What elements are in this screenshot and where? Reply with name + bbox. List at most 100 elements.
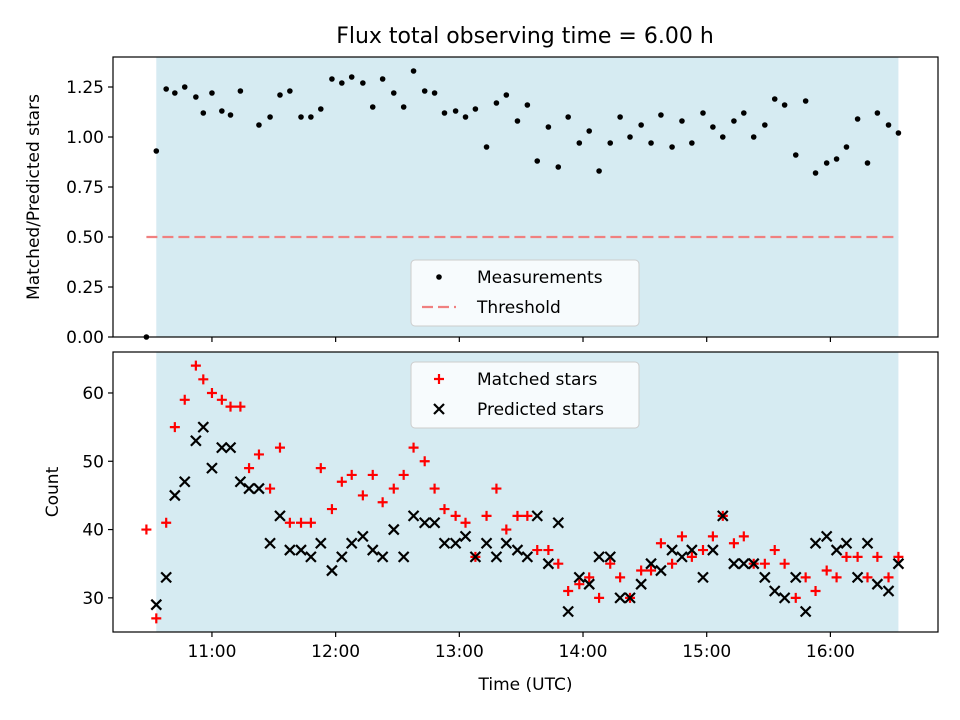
measurement-point — [843, 144, 850, 150]
measurement-point — [379, 76, 386, 82]
matched-stars-point — [388, 483, 399, 494]
measurement-point — [277, 92, 283, 98]
predicted-stars-point — [480, 537, 493, 549]
predicted-stars-point — [614, 592, 626, 604]
predicted-stars-point — [789, 571, 802, 584]
measurement-point — [441, 110, 448, 116]
measurement-point — [209, 90, 215, 96]
matched-stars-point — [265, 483, 276, 494]
predicted-stars-point — [809, 537, 822, 549]
measurement-point — [227, 112, 234, 118]
matched-stars-point — [655, 538, 666, 549]
measurement-point — [669, 144, 675, 150]
measurement-point — [329, 76, 335, 82]
measurement-point — [514, 118, 521, 124]
predicted-stars-point — [150, 598, 163, 611]
series-matched-stars — [141, 360, 904, 624]
predicted-stars-point — [397, 551, 410, 563]
matched-stars-point — [738, 531, 749, 542]
matched-stars-point — [676, 531, 687, 542]
count-panel: 30 40 50 60 11:00 12:00 13:00 14:00 15:00 16:00 Co… — [43, 351, 939, 695]
matched-stars-point — [584, 572, 595, 583]
matched-stars-point — [852, 551, 863, 562]
series-predicted-stars — [150, 421, 905, 618]
measurement-point — [369, 104, 376, 110]
measurement-point — [771, 96, 778, 102]
matched-stars-point — [790, 592, 801, 603]
predicted-stars-point — [418, 516, 431, 529]
measurement-point — [607, 140, 614, 146]
matched-stars-point — [821, 565, 832, 576]
predicted-stars-point — [206, 462, 218, 474]
predicted-stars-point — [738, 557, 750, 570]
measurement-point — [534, 158, 541, 164]
measurement-point — [617, 114, 623, 120]
matched-stars-point — [532, 545, 543, 556]
predicted-stars-point — [197, 421, 210, 433]
measurement-point — [317, 106, 324, 112]
matched-stars-point — [491, 483, 502, 494]
predicted-stars-point — [407, 510, 420, 522]
predicted-stars-point — [459, 530, 472, 543]
matched-stars-point — [346, 469, 357, 480]
matched-stars-point — [893, 551, 904, 562]
predicted-stars-point — [686, 544, 698, 556]
y-tick-label: 1.25 — [66, 78, 104, 98]
legend-matched-marker — [434, 374, 444, 384]
matched-stars-point — [501, 524, 512, 535]
measurement-point — [193, 94, 199, 100]
matched-stars-point — [326, 504, 337, 515]
predicted-stars-point — [573, 571, 586, 584]
measurement-point — [555, 164, 562, 170]
predicted-stars-point — [449, 537, 462, 549]
predicted-stars-point — [438, 537, 451, 549]
measurement-point — [472, 106, 479, 112]
matched-stars-point — [543, 545, 554, 556]
measurement-point — [638, 122, 644, 128]
measurement-point — [689, 140, 695, 146]
matched-stars-point — [831, 572, 842, 583]
predicted-stars-point — [624, 592, 636, 604]
predicted-stars-point — [542, 557, 555, 570]
predicted-stars-point — [799, 605, 812, 618]
y-tick-label: 0.25 — [66, 278, 104, 298]
matched-stars-point — [707, 531, 718, 542]
predicted-stars-point — [274, 510, 286, 522]
matched-stars-point — [216, 394, 227, 405]
matched-stars-point — [779, 558, 790, 569]
matched-stars-point — [574, 579, 585, 590]
matched-stars-point — [636, 565, 647, 576]
predicted-stars-point — [604, 551, 617, 563]
measurement-point — [741, 110, 747, 116]
predicted-stars-point — [728, 557, 740, 570]
measurement-point — [237, 88, 244, 94]
matched-stars-point — [305, 517, 316, 528]
measurement-point — [781, 102, 788, 108]
y-tick-label: 50 — [82, 452, 104, 472]
predicted-stars-point — [490, 551, 503, 563]
matched-stars-point — [460, 517, 471, 528]
matched-stars-point — [800, 572, 811, 583]
x-tick-label: 16:00 — [806, 642, 855, 662]
legend-box — [410, 361, 640, 429]
predicted-stars-point — [253, 482, 265, 495]
matched-stars-point — [553, 558, 564, 569]
x-tick-label: 14:00 — [559, 642, 608, 662]
axes-frame — [112, 56, 939, 338]
predicted-stars-point — [305, 551, 317, 563]
predicted-stars-point — [851, 571, 864, 584]
measurement-point — [410, 68, 417, 74]
predicted-stars-point — [243, 482, 255, 495]
predicted-stars-point — [759, 571, 771, 584]
predicted-stars-point — [511, 544, 524, 556]
predicted-stars-point — [768, 585, 781, 597]
measurement-point — [895, 130, 902, 136]
legend-label: Matched stars — [477, 370, 597, 390]
measurement-point — [462, 114, 469, 120]
predicted-stars-point — [552, 516, 565, 529]
y-tick-label: 0.00 — [66, 328, 104, 348]
matched-stars-point — [522, 510, 533, 521]
matched-stars-point — [367, 469, 378, 480]
predicted-stars-point — [216, 441, 228, 454]
